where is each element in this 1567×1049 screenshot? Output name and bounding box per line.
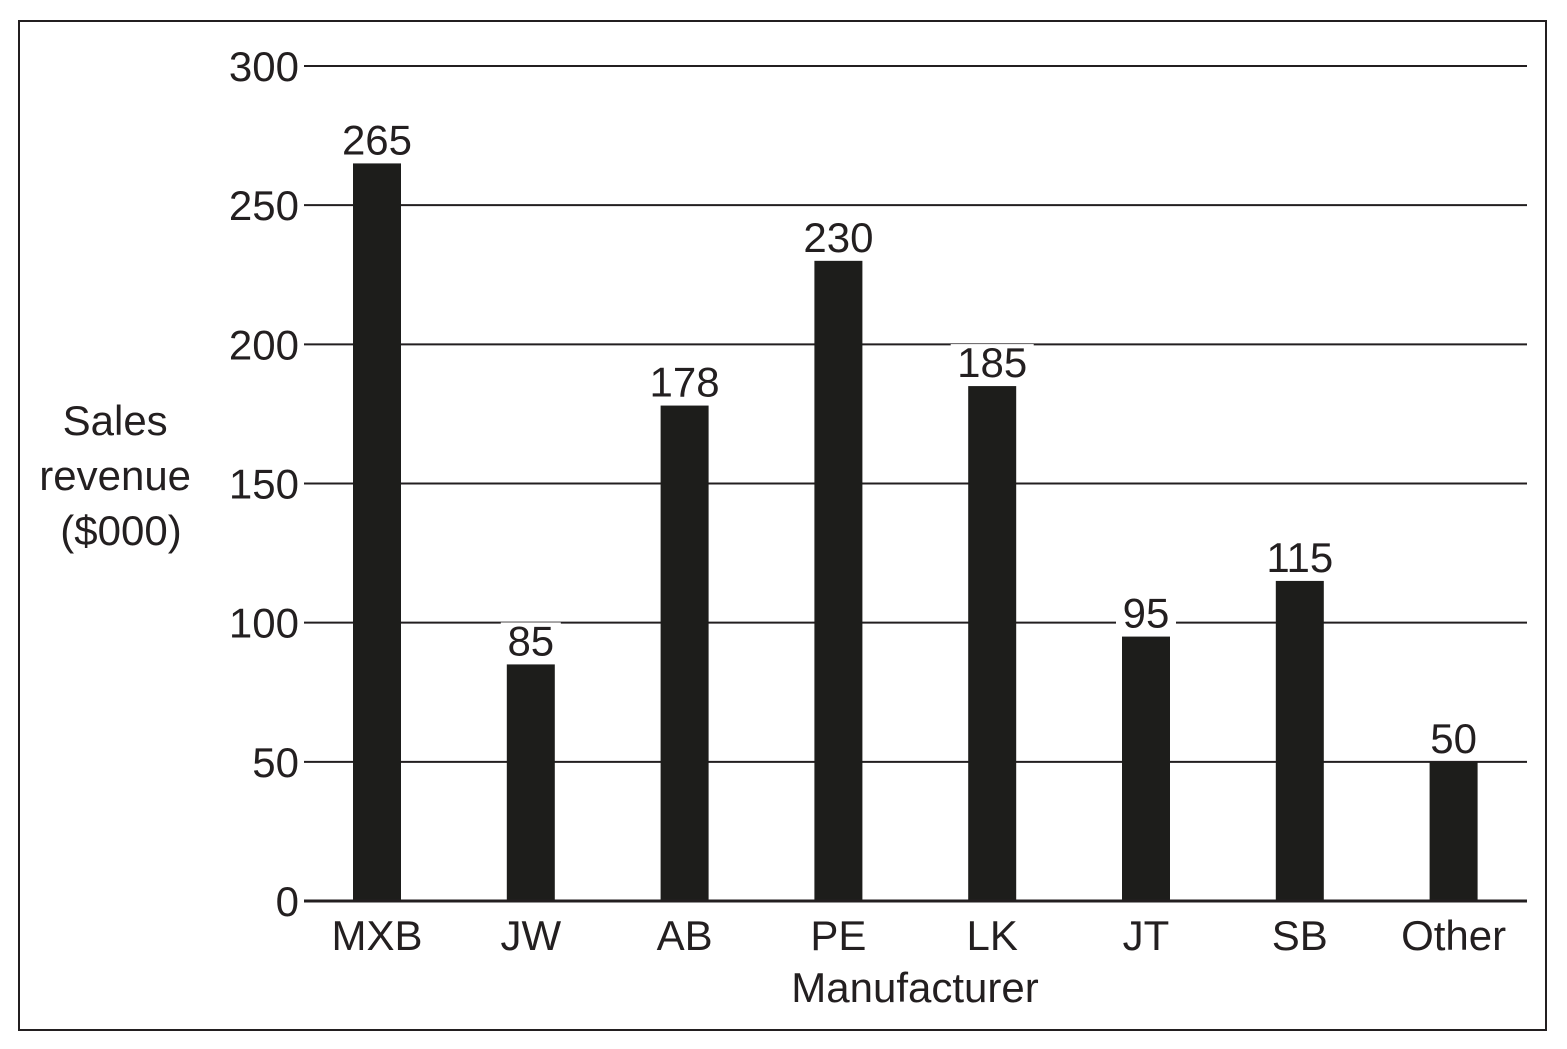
data-label-background bbox=[643, 363, 727, 402]
y-tick-label: 300 bbox=[229, 43, 299, 90]
data-label-background bbox=[950, 344, 1034, 383]
data-label: 95 bbox=[1123, 590, 1170, 637]
y-axis-title: Sales revenue ($000) bbox=[39, 397, 202, 554]
data-label: 85 bbox=[507, 617, 554, 664]
y-axis-title-line: revenue bbox=[39, 452, 191, 499]
data-labels: 265 85 178 230 185 95 115 50 bbox=[335, 116, 1484, 762]
bar-ab bbox=[660, 405, 709, 901]
data-label-background bbox=[1116, 594, 1176, 633]
bar-lk bbox=[968, 386, 1017, 901]
y-tick-label: 200 bbox=[229, 321, 299, 368]
y-tick-label: 0 bbox=[276, 878, 299, 925]
bars bbox=[353, 163, 1478, 901]
x-category-label: Other bbox=[1401, 912, 1506, 959]
data-label: 178 bbox=[650, 359, 720, 406]
bar-other bbox=[1429, 761, 1478, 901]
data-label-background bbox=[1258, 538, 1342, 577]
x-category-label: AB bbox=[657, 912, 713, 959]
x-category-label: MXB bbox=[331, 912, 422, 959]
x-axis-categories: MXB JW AB PE LK JT SB Other bbox=[331, 912, 1506, 959]
x-axis-title: Manufacturer bbox=[791, 964, 1038, 1011]
bar-jw bbox=[506, 664, 555, 901]
y-axis-title-line: ($000) bbox=[60, 507, 181, 554]
data-label-background bbox=[335, 121, 419, 160]
x-category-label: JT bbox=[1123, 912, 1170, 959]
y-tick-label: 50 bbox=[252, 739, 299, 786]
bar-pe bbox=[814, 260, 863, 901]
bar-sb bbox=[1275, 580, 1324, 901]
data-label: 265 bbox=[342, 116, 412, 163]
data-label-background bbox=[796, 218, 880, 257]
x-category-label: SB bbox=[1272, 912, 1328, 959]
x-category-label: JW bbox=[500, 912, 561, 959]
bar-jt bbox=[1122, 636, 1170, 901]
data-label-background bbox=[1423, 719, 1484, 758]
y-tick-label: 100 bbox=[229, 600, 299, 647]
gridlines bbox=[304, 65, 1527, 763]
bar-mxb bbox=[353, 163, 401, 901]
data-label: 50 bbox=[1430, 715, 1477, 762]
data-label: 115 bbox=[1266, 534, 1333, 581]
y-axis-title-line: Sales bbox=[63, 397, 168, 444]
data-label-background bbox=[500, 622, 561, 661]
y-tick-label: 150 bbox=[229, 461, 299, 508]
x-category-label: LK bbox=[967, 912, 1018, 959]
data-label: 230 bbox=[803, 214, 873, 261]
data-label: 185 bbox=[957, 339, 1027, 386]
x-category-label: PE bbox=[810, 912, 866, 959]
y-axis-ticks: 0 50 100 150 200 250 300 bbox=[229, 43, 299, 925]
y-tick-label: 250 bbox=[229, 182, 299, 229]
